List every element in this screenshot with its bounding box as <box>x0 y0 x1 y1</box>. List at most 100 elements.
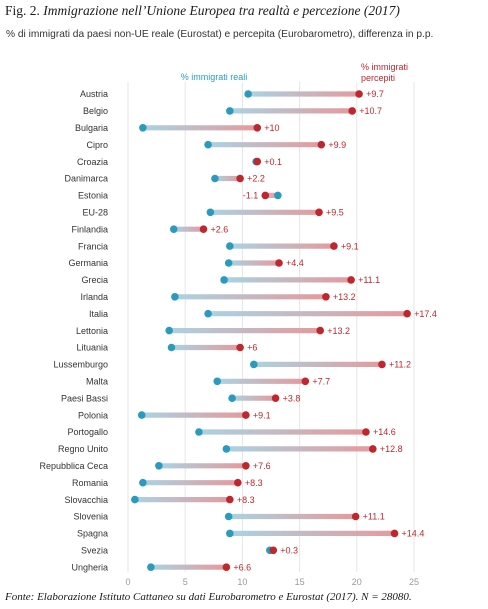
range-bar <box>174 294 326 300</box>
legend-perceived-label: % immigrati <box>361 62 408 72</box>
data-row: Repubblica Ceca +7.6 <box>39 461 270 471</box>
perceived-value-dot <box>242 462 250 470</box>
perceived-value-dot <box>316 326 324 335</box>
perceived-value-dot <box>378 360 386 369</box>
range-bar <box>173 226 204 232</box>
real-value-dot <box>171 293 179 301</box>
data-rows: Austria +9.7 Belgio +10.7 Bulgaria +10 Cipro +9… <box>39 89 436 572</box>
difference-label: +9.7 <box>366 89 384 99</box>
country-label: Austria <box>80 89 108 99</box>
country-label: Danimarca <box>64 174 108 184</box>
data-row: Lussemburgo +11.2 <box>53 360 411 370</box>
country-label: Repubblica Ceca <box>39 461 108 471</box>
real-value-dot <box>139 478 147 487</box>
perceived-value-dot <box>322 293 330 301</box>
range-bar <box>214 175 241 182</box>
x-tick-label: 15 <box>295 577 305 587</box>
country-label: Lituania <box>76 343 108 353</box>
perceived-value-dot <box>269 546 278 555</box>
data-row: Lituania +6 <box>76 343 257 353</box>
chart-subtitle: % di immigrati da paesi non-UE reale (Eu… <box>6 29 434 40</box>
data-row: Polonia +9.1 <box>78 410 271 420</box>
perceived-value-dot <box>253 124 262 132</box>
range-bar <box>134 497 230 503</box>
data-row: Cipro +9.9 <box>86 140 346 150</box>
perceived-value-dot <box>301 377 310 386</box>
perceived-value-dot <box>199 225 208 233</box>
difference-label: +9.1 <box>341 241 359 251</box>
country-label: Romania <box>72 478 108 488</box>
data-row: Slovenia +11.1 <box>73 512 384 522</box>
real-value-dot <box>274 191 282 200</box>
data-row: EU-28 +9.5 <box>82 208 343 218</box>
x-tick-label: 10 <box>237 577 247 587</box>
range-bar <box>253 361 382 367</box>
difference-label: +2.6 <box>211 224 229 234</box>
country-label: Estonia <box>78 191 108 201</box>
country-label: Belgio <box>83 106 108 116</box>
real-value-dot <box>167 343 176 352</box>
data-row: Paesi Bassi +3.8 <box>61 393 300 403</box>
perceived-value-dot <box>351 512 360 521</box>
data-row: Bulgaria +10 <box>75 123 280 133</box>
range-bar <box>141 412 246 418</box>
real-value-dot <box>226 107 234 115</box>
difference-label: +12.8 <box>380 444 403 454</box>
perceived-value-dot <box>261 191 270 200</box>
real-value-dot <box>220 276 228 284</box>
difference-label: +8.3 <box>245 478 263 488</box>
perceived-value-dot <box>348 107 357 115</box>
country-label: Bulgaria <box>75 123 108 133</box>
range-bar <box>232 395 276 401</box>
difference-label: +14.6 <box>373 427 396 437</box>
country-label: Germania <box>68 258 108 268</box>
x-axis-ticks: 0 5 10 15 20 25 <box>125 577 419 587</box>
country-label: Francia <box>78 241 108 251</box>
country-label: Croazia <box>77 157 108 167</box>
real-value-dot <box>224 259 233 267</box>
perceived-value-dot <box>226 495 234 504</box>
difference-label: +13.2 <box>327 326 350 336</box>
real-value-dot <box>244 90 252 98</box>
country-label: Lussemburgo <box>53 360 108 370</box>
data-row: Romania +8.3 <box>72 478 263 488</box>
country-label: Finlandia <box>71 224 108 234</box>
data-row: Slovacchia +8.3 <box>64 495 254 505</box>
real-value-dot <box>211 174 219 183</box>
grid-lines <box>127 82 415 572</box>
range-bar <box>142 125 258 131</box>
difference-label: +11.1 <box>358 275 380 285</box>
difference-label: +10.7 <box>359 106 382 116</box>
perceived-value-dot <box>330 242 338 250</box>
real-value-dot <box>213 377 222 386</box>
country-label: Regno Unito <box>58 444 108 454</box>
difference-label: +0.1 <box>264 157 282 167</box>
difference-label: +9.9 <box>328 140 346 150</box>
perceived-value-dot <box>390 529 399 538</box>
difference-label: +7.6 <box>253 461 271 471</box>
data-row: Spagna +14.4 <box>77 529 424 539</box>
data-row: Svezia +0.3 <box>81 546 298 556</box>
data-row: Portogallo +14.6 <box>67 427 395 437</box>
country-label: Grecia <box>81 275 108 285</box>
country-label: Slovacchia <box>64 495 108 505</box>
perceived-value-dot <box>369 445 377 453</box>
perceived-value-dot <box>253 157 262 166</box>
perceived-value-dot <box>362 428 370 436</box>
difference-label: +9.5 <box>326 208 344 218</box>
real-value-dot <box>224 512 233 521</box>
difference-label: +3.8 <box>283 393 301 403</box>
difference-label: +7.7 <box>312 377 330 387</box>
perceived-value-dot <box>347 276 355 284</box>
real-value-dot <box>131 495 139 504</box>
real-value-dot <box>195 428 203 436</box>
perceived-value-dot <box>242 411 250 419</box>
country-label: Cipro <box>86 140 108 150</box>
country-label: Slovenia <box>73 512 108 522</box>
data-row: Italia +17.4 <box>89 309 437 319</box>
range-bar <box>226 446 373 452</box>
range-bar <box>158 463 246 469</box>
data-row: Irlanda +13.2 <box>80 292 355 302</box>
real-value-dot <box>204 140 212 149</box>
